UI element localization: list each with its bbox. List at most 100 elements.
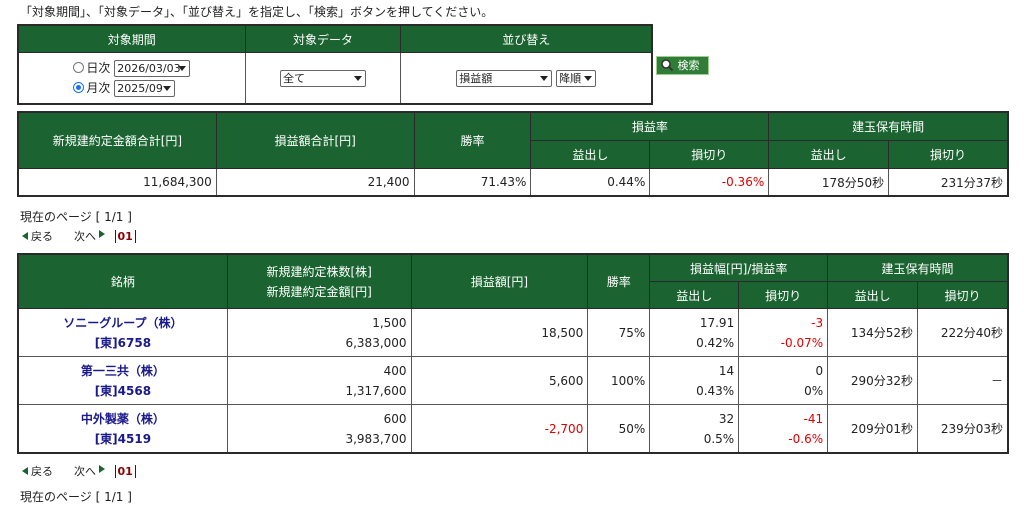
chevron-down-icon — [540, 75, 549, 81]
amount-value: 6,383,000 — [345, 335, 407, 350]
hold-loss-time: － — [917, 356, 1008, 405]
target-data-select[interactable]: 全て — [279, 69, 366, 87]
header-detail-holding-time: 建玉保有時間 — [827, 254, 1008, 282]
detail-table: 銘柄 新規建約定株数[株] 新規建約定金額[円] 損益額[円] 勝率 損益幅[円… — [17, 253, 1009, 454]
header-name: 銘柄 — [18, 254, 228, 309]
search-button[interactable]: 検索 — [656, 56, 709, 75]
profit-range-cell: 17.91 0.42% — [649, 308, 740, 357]
pager-next-link[interactable]: 次へ — [74, 465, 96, 478]
monthly-radio[interactable] — [73, 82, 85, 93]
pager-back-link[interactable]: 戻る — [31, 465, 53, 478]
detail-win-rate-value: 75% — [587, 308, 651, 357]
monthly-label: 月次 — [86, 81, 111, 95]
stock-code[interactable]: [東]4568 — [94, 383, 152, 398]
pl-value: 5,600 — [410, 356, 589, 405]
hold-profit-time: 209分01秒 — [827, 404, 919, 453]
amount-value: 3,983,700 — [345, 431, 407, 446]
hold-profit-time: 290分32秒 — [827, 356, 919, 405]
header-shares: 新規建約定株数[株] — [266, 264, 372, 279]
pager-next-link[interactable]: 次へ — [74, 230, 96, 243]
stock-code[interactable]: [東]6758 — [94, 335, 152, 350]
header-target-data: 対象データ — [244, 25, 402, 53]
hold-profit-value: 178分50秒 — [768, 168, 890, 196]
pager-bottom: 戻る 次へ 01 — [22, 463, 136, 479]
pl-rate-profit-value: 0.44% — [530, 168, 651, 196]
sort-cell: 損益額 降順 — [400, 52, 652, 104]
stock-code[interactable]: [東]4519 — [94, 431, 152, 446]
profit-range-cell: 32 0.5% — [649, 404, 740, 453]
header-range-loss: 損切り — [738, 281, 829, 309]
profit-range-value: 32 — [718, 411, 735, 426]
shares-amount-cell: 1,500 6,383,000 — [226, 308, 412, 357]
loss-range-cell: -41 -0.6% — [738, 404, 829, 453]
profit-rate-value: 0.43% — [696, 383, 735, 398]
shares-value: 400 — [383, 363, 407, 378]
hold-loss-time: 222分40秒 — [917, 308, 1008, 357]
header-shares-amount: 新規建約定株数[株] 新規建約定金額[円] — [226, 254, 412, 309]
pager-top: 戻る 次へ 01 — [22, 228, 136, 244]
loss-range-value: -41 — [803, 411, 824, 426]
header-pl-rate-loss: 損切り — [649, 140, 770, 169]
header-range-rate: 損益幅[円]/損益率 — [649, 254, 829, 282]
search-icon — [661, 59, 674, 72]
header-total-pl: 損益額合計[円] — [215, 112, 415, 169]
chevron-down-icon — [584, 75, 593, 81]
summary-table: 新規建約定金額合計[円] 損益額合計[円] 勝率 損益率 建玉保有時間 益出し … — [17, 111, 1009, 197]
instruction-text: 「対象期間」、「対象データ」、「並び替え」を指定し、「検索」ボタンを押してくださ… — [20, 5, 494, 19]
period-cell: 日次 2026/03/03 月次 2025/09 — [18, 52, 246, 104]
win-rate-value: 71.43% — [413, 168, 532, 196]
hold-loss-time: 239分03秒 — [917, 404, 1008, 453]
header-hold-profit: 益出し — [768, 140, 890, 169]
hold-loss-value: 231分37秒 — [888, 168, 1008, 196]
profit-range-value: 14 — [718, 363, 735, 378]
loss-range-cell: 0 0% — [738, 356, 829, 405]
amount-value: 1,317,600 — [345, 383, 407, 398]
header-amount: 新規建約定金額[円] — [266, 284, 372, 299]
pager-back-link[interactable]: 戻る — [31, 230, 53, 243]
profit-range-value: 17.91 — [699, 315, 735, 330]
shares-amount-cell: 400 1,317,600 — [226, 356, 412, 405]
sort-order-select[interactable]: 降順 — [556, 69, 597, 87]
header-detail-hold-profit: 益出し — [827, 281, 919, 309]
table-row: 第一三共（株） [東]4568 400 1,317,600 5,600 100% 1… — [18, 356, 1008, 405]
page-info-top: 現在のページ [ 1/1 ] — [20, 210, 132, 224]
next-arrow-icon — [99, 465, 105, 473]
loss-range-cell: -3 -0.07% — [738, 308, 829, 357]
profit-rate-value: 0.42% — [696, 335, 735, 350]
stock-name-cell[interactable]: 第一三共（株） [東]4568 — [18, 356, 228, 405]
daily-date-select[interactable]: 2026/03/03 — [114, 60, 191, 77]
detail-win-rate-value: 100% — [587, 356, 651, 405]
header-hold-loss: 損切り — [888, 140, 1008, 169]
shares-amount-cell: 600 3,983,700 — [226, 404, 412, 453]
header-pl: 損益額[円] — [410, 254, 589, 309]
header-total-amount: 新規建約定金額合計[円] — [18, 112, 217, 169]
daily-label: 日次 — [86, 61, 111, 75]
sort-key-select[interactable]: 損益額 — [456, 69, 553, 87]
back-arrow-icon — [22, 467, 28, 475]
header-holding-time: 建玉保有時間 — [768, 112, 1008, 141]
header-detail-win-rate: 勝率 — [587, 254, 651, 309]
header-detail-hold-loss: 損切り — [917, 281, 1008, 309]
loss-rate-value: -0.07% — [780, 335, 824, 350]
header-sort: 並び替え — [400, 25, 652, 53]
next-arrow-icon — [99, 230, 105, 238]
total-pl-value: 21,400 — [215, 168, 415, 196]
table-row: 中外製薬（株） [東]4519 600 3,983,700 -2,700 50% 3… — [18, 404, 1008, 453]
search-criteria-table: 対象期間 対象データ 並び替え 日次 2026/03/03 月次 2025/09… — [17, 24, 653, 105]
stock-name-cell[interactable]: 中外製薬（株） [東]4519 — [18, 404, 228, 453]
stock-name-cell[interactable]: ソニーグループ（株） [東]6758 — [18, 308, 228, 357]
chevron-down-icon — [178, 66, 187, 71]
pl-value: 18,500 — [410, 308, 589, 357]
monthly-date-select[interactable]: 2025/09 — [114, 80, 176, 97]
pl-rate-loss-value: -0.36% — [649, 168, 770, 196]
stock-name[interactable]: ソニーグループ（株） — [63, 315, 183, 330]
daily-radio[interactable] — [73, 62, 85, 73]
stock-name[interactable]: 第一三共（株） — [80, 363, 165, 378]
chevron-down-icon — [353, 75, 362, 81]
stock-name[interactable]: 中外製薬（株） — [80, 411, 165, 426]
chevron-down-icon — [163, 86, 172, 91]
loss-range-value: -3 — [811, 315, 824, 330]
hold-profit-time: 134分52秒 — [827, 308, 919, 357]
target-data-cell: 全て — [244, 52, 402, 104]
pl-value: -2,700 — [410, 404, 589, 453]
